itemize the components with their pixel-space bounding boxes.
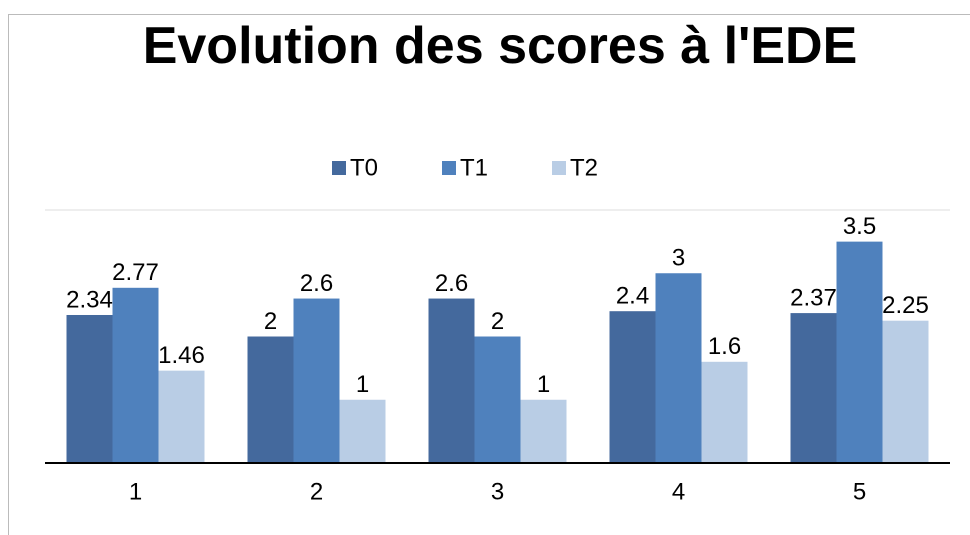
bar xyxy=(428,298,475,463)
data-label: 2.25 xyxy=(882,292,929,319)
data-label: 2.6 xyxy=(300,270,333,297)
x-tick-label: 2 xyxy=(310,478,323,505)
legend-swatch xyxy=(442,161,456,175)
x-tick-label: 5 xyxy=(853,478,866,505)
data-label: 3 xyxy=(672,245,685,272)
data-label: 1 xyxy=(356,371,369,398)
data-label: 2.4 xyxy=(616,283,649,310)
bar xyxy=(609,311,656,463)
data-label: 2 xyxy=(491,308,504,335)
legend-label: T1 xyxy=(460,154,488,181)
bar xyxy=(520,399,567,463)
bar xyxy=(836,241,883,463)
data-label: 1 xyxy=(537,371,550,398)
data-label: 2.77 xyxy=(112,259,159,286)
bar xyxy=(247,336,294,463)
bar xyxy=(339,399,386,463)
bar xyxy=(66,314,113,463)
data-label: 1.6 xyxy=(708,333,741,360)
bar xyxy=(701,361,748,463)
legend-swatch xyxy=(552,161,566,175)
data-label: 2.37 xyxy=(790,284,837,311)
data-label: 2.6 xyxy=(435,270,468,297)
bar xyxy=(790,313,837,463)
bar xyxy=(474,336,521,463)
bar xyxy=(293,298,340,463)
bar xyxy=(112,287,159,463)
bar xyxy=(882,320,929,463)
data-label: 1.46 xyxy=(158,342,205,369)
bar xyxy=(655,273,702,463)
x-tick-label: 1 xyxy=(129,478,142,505)
bar xyxy=(158,370,205,463)
data-label: 2 xyxy=(264,308,277,335)
legend-label: T2 xyxy=(570,154,598,181)
chart-frame xyxy=(8,14,970,535)
legend-label: T0 xyxy=(350,154,378,181)
data-label: 3.5 xyxy=(843,213,876,240)
legend-swatch xyxy=(332,161,346,175)
data-label: 2.34 xyxy=(66,286,113,313)
x-tick-label: 4 xyxy=(672,478,685,505)
chart-title: Evolution des scores à l'EDE xyxy=(142,17,858,75)
x-tick-label: 3 xyxy=(491,478,504,505)
